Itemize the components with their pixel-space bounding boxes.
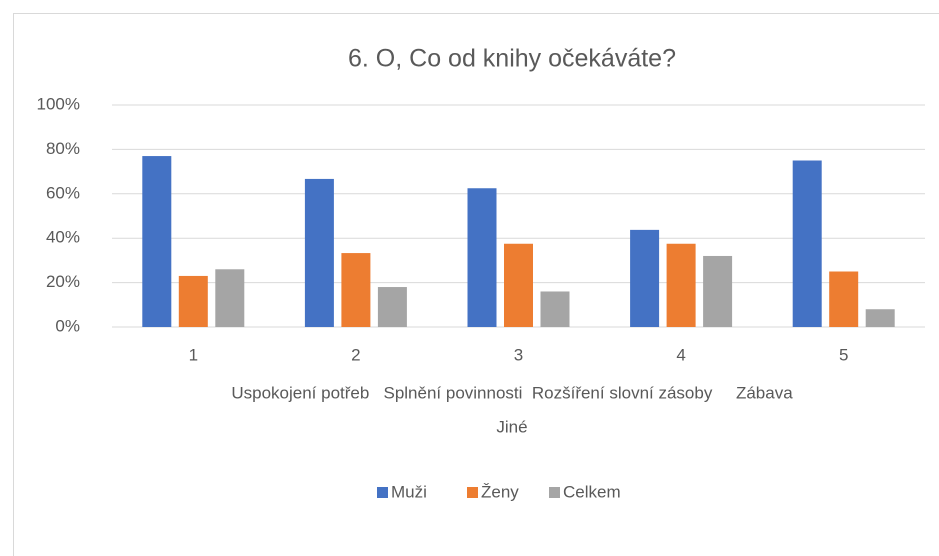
- x-axis-label: Uspokojení potřeb Splnění povinnosti Roz…: [231, 383, 793, 402]
- bar: [178, 275, 208, 327]
- legend-label: Ženy: [481, 482, 519, 501]
- bar: [865, 309, 895, 327]
- y-tick-label: 0%: [55, 316, 80, 335]
- x-axis-label: Jiné: [496, 417, 527, 436]
- bar: [377, 287, 407, 327]
- x-tick-label: 5: [839, 345, 848, 364]
- legend-label: Muži: [391, 482, 427, 501]
- y-tick-label: 20%: [46, 272, 80, 291]
- legend-swatch: [467, 487, 478, 498]
- bar: [792, 160, 822, 327]
- bar: [504, 243, 533, 327]
- bar: [304, 178, 334, 327]
- legend-label: Celkem: [563, 482, 621, 501]
- bar: [467, 188, 497, 327]
- x-tick-label: 4: [676, 345, 685, 364]
- bar: [540, 291, 570, 327]
- x-tick-label: 3: [514, 345, 523, 364]
- bar: [666, 243, 696, 327]
- bar: [341, 253, 371, 327]
- y-tick-label: 80%: [46, 139, 80, 158]
- x-tick-label: 1: [189, 345, 198, 364]
- legend-swatch: [377, 487, 388, 498]
- x-tick-label: 2: [351, 345, 360, 364]
- y-tick-label: 60%: [46, 183, 80, 202]
- y-tick-label: 40%: [46, 228, 80, 247]
- bar: [703, 255, 733, 327]
- bar: [829, 271, 859, 327]
- chart-title: 6. O, Co od knihy očekáváte?: [348, 45, 676, 73]
- bar: [630, 229, 660, 327]
- legend-swatch: [549, 487, 560, 498]
- y-tick-label: 100%: [37, 94, 80, 113]
- bar: [215, 269, 245, 327]
- bar: [142, 156, 172, 327]
